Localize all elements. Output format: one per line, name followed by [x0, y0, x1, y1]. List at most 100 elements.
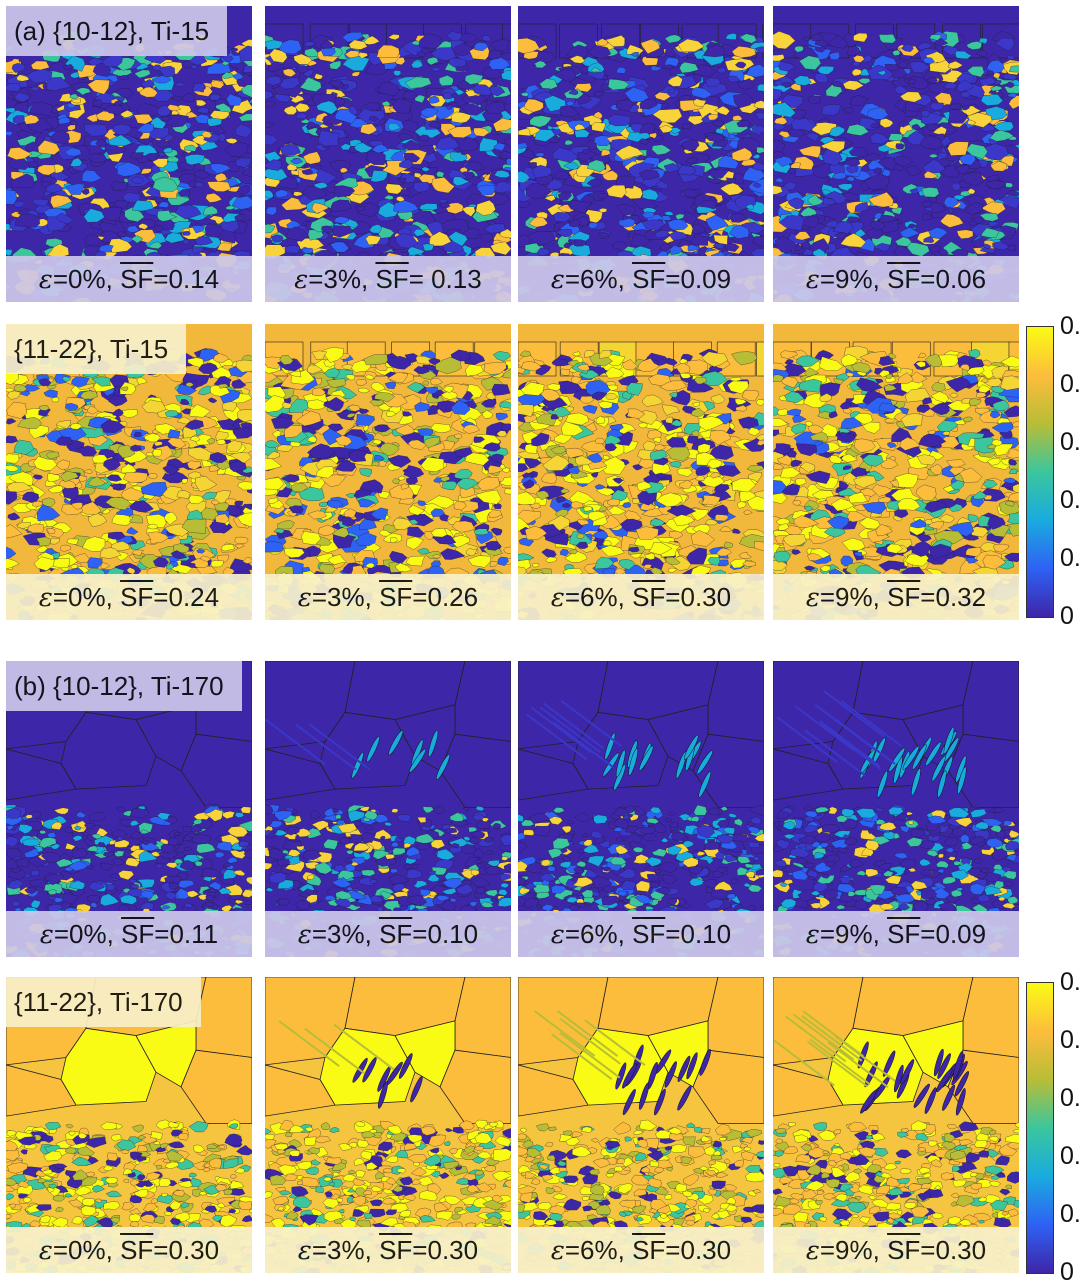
strain-value: =6%,: [564, 1235, 633, 1265]
colorbar-tick-label: 0.1: [1060, 544, 1080, 572]
colorbar: [1026, 326, 1054, 618]
strain-caption: ε=0%, SF=0.24: [6, 574, 252, 620]
sf-value: =0.30: [412, 1235, 479, 1265]
sf-value: =0.30: [153, 1235, 220, 1265]
sf-value: =0.30: [665, 1235, 732, 1265]
sf-value: =0.06: [920, 264, 987, 294]
map-panel-row-a-1012-1: ε=3%, SF= 0.13: [265, 6, 511, 302]
epsilon-symbol: ε: [294, 265, 309, 295]
strain-value: =0%,: [53, 919, 122, 949]
strain-value: =9%,: [819, 919, 888, 949]
epsilon-symbol: ε: [550, 265, 565, 295]
sf-value: =0.24: [153, 582, 220, 612]
epsilon-symbol: ε: [38, 265, 53, 295]
strain-value: =0%,: [52, 264, 121, 294]
colorbar-tick-label: 0.5: [1060, 968, 1080, 996]
sf-value: =0.26: [412, 582, 479, 612]
strain-caption: ε=0%, SF=0.30: [6, 1227, 252, 1273]
grain-map: [265, 324, 511, 620]
strain-caption: ε=0%, SF=0.14: [6, 256, 252, 302]
map-panel-row-b-1012-3: ε=9%, SF=0.09: [773, 661, 1019, 957]
strain-value: =6%,: [564, 582, 633, 612]
epsilon-symbol: ε: [805, 583, 820, 613]
strain-caption: ε=6%, SF=0.09: [518, 256, 764, 302]
sf-symbol: SF: [121, 919, 155, 949]
sf-value: =0.30: [920, 1235, 987, 1265]
grain-map: [265, 6, 511, 302]
sf-value: =0.09: [665, 264, 732, 294]
strain-caption: ε=3%, SF= 0.13: [265, 256, 511, 302]
sf-value: =0.10: [412, 919, 479, 949]
strain-caption: ε=0%, SF=0.11: [6, 911, 252, 957]
epsilon-symbol: ε: [805, 920, 820, 950]
sf-value: =0.10: [665, 919, 732, 949]
strain-caption: ε=9%, SF=0.32: [773, 574, 1019, 620]
panel-title: (a) {10-12}, Ti-15: [6, 6, 228, 56]
sf-value: =0.09: [920, 919, 987, 949]
strain-caption: ε=6%, SF=0.10: [518, 911, 764, 957]
sf-symbol: SF: [887, 582, 921, 612]
strain-value: =6%,: [564, 919, 633, 949]
map-panel-row-b-1122-0: {11-22}, Ti-170 ε=0%, SF=0.30: [6, 977, 252, 1273]
strain-value: =9%,: [819, 264, 888, 294]
map-panel-row-b-1122-1: ε=3%, SF=0.30: [265, 977, 511, 1273]
strain-caption: ε=3%, SF=0.10: [265, 911, 511, 957]
colorbar-tick-label: 0: [1060, 1258, 1074, 1286]
sf-value: =0.32: [920, 582, 987, 612]
epsilon-symbol: ε: [297, 1236, 312, 1266]
strain-caption: ε=9%, SF=0.30: [773, 1227, 1019, 1273]
colorbar: [1026, 982, 1054, 1274]
colorbar-tick-label: 0.4: [1060, 1026, 1080, 1054]
colorbar-tick-label: 0.3: [1060, 1084, 1080, 1112]
epsilon-symbol: ε: [39, 920, 54, 950]
sf-value: =0.14: [153, 264, 220, 294]
epsilon-symbol: ε: [550, 920, 565, 950]
sf-symbol: SF: [632, 919, 666, 949]
sf-symbol: SF: [887, 264, 921, 294]
sf-symbol: SF: [120, 582, 154, 612]
sf-symbol: SF: [375, 264, 409, 294]
strain-value: =9%,: [819, 1235, 888, 1265]
strain-caption: ε=9%, SF=0.06: [773, 256, 1019, 302]
map-panel-row-b-1012-0: (b) {10-12}, Ti-170 ε=0%, SF=0.11: [6, 661, 252, 957]
colorbar-tick-label: 0.5: [1060, 312, 1080, 340]
epsilon-symbol: ε: [38, 1236, 53, 1266]
map-panel-row-a-1012-0: (a) {10-12}, Ti-15 ε=0%, SF=0.14: [6, 6, 252, 302]
sf-symbol: SF: [379, 1235, 413, 1265]
strain-value: =3%,: [308, 264, 376, 294]
colorbar-tick-label: 0.3: [1060, 428, 1080, 456]
map-panel-row-b-1012-1: ε=3%, SF=0.10: [265, 661, 511, 957]
sf-symbol: SF: [379, 582, 413, 612]
strain-value: =9%,: [819, 582, 888, 612]
epsilon-symbol: ε: [297, 920, 312, 950]
strain-value: =0%,: [52, 582, 121, 612]
epsilon-symbol: ε: [38, 583, 53, 613]
colorbar-tick-label: 0.2: [1060, 486, 1080, 514]
colorbar-tick-label: 0.4: [1060, 370, 1080, 398]
strain-value: =6%,: [564, 264, 633, 294]
colorbar-tick-label: 0: [1060, 602, 1074, 630]
grain-map: [265, 977, 511, 1273]
strain-caption: ε=6%, SF=0.30: [518, 1227, 764, 1273]
sf-symbol: SF: [887, 1235, 921, 1265]
map-panel-row-a-1122-3: ε=9%, SF=0.32: [773, 324, 1019, 620]
epsilon-symbol: ε: [297, 583, 312, 613]
sf-symbol: SF: [887, 919, 921, 949]
strain-caption: ε=3%, SF=0.26: [265, 574, 511, 620]
epsilon-symbol: ε: [805, 265, 820, 295]
map-panel-row-a-1122-1: ε=3%, SF=0.26: [265, 324, 511, 620]
sf-value: = 0.13: [408, 264, 482, 294]
map-panel-row-a-1122-0: {11-22}, Ti-15 ε=0%, SF=0.24: [6, 324, 252, 620]
sf-symbol: SF: [632, 1235, 666, 1265]
map-panel-row-b-1122-3: ε=9%, SF=0.30: [773, 977, 1019, 1273]
panel-title: {11-22}, Ti-15: [6, 324, 187, 374]
epsilon-symbol: ε: [805, 1236, 820, 1266]
strain-caption: ε=6%, SF=0.30: [518, 574, 764, 620]
sf-symbol: SF: [632, 264, 666, 294]
map-panel-row-b-1012-2: ε=6%, SF=0.10: [518, 661, 764, 957]
map-panel-row-a-1012-2: ε=6%, SF=0.09: [518, 6, 764, 302]
panel-title: (b) {10-12}, Ti-170: [6, 661, 242, 711]
strain-caption: ε=9%, SF=0.09: [773, 911, 1019, 957]
strain-value: =3%,: [311, 582, 380, 612]
sf-symbol: SF: [632, 582, 666, 612]
